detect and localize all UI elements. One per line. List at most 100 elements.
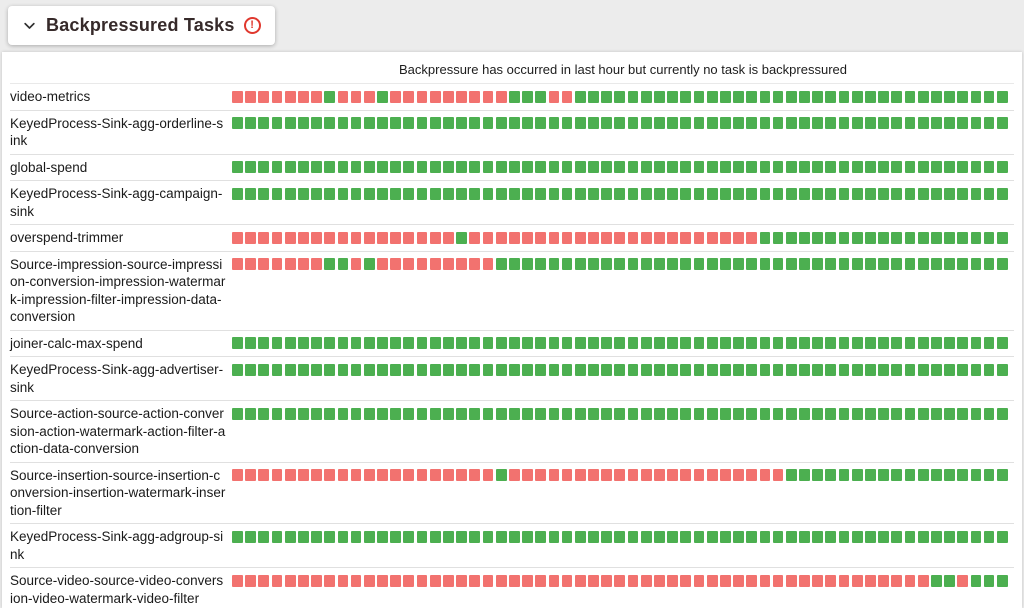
status-cell (878, 407, 889, 420)
status-cell (350, 469, 362, 481)
status-cell (245, 337, 256, 349)
status-cell (851, 469, 863, 481)
status-cell (548, 161, 560, 173)
status-cell (917, 161, 929, 173)
status-cell (957, 469, 969, 481)
status-cell (680, 574, 692, 587)
status-cell (733, 337, 744, 349)
status-cell (574, 231, 586, 244)
status-cell (996, 407, 1008, 420)
status-cell (693, 363, 705, 376)
status-cell (508, 363, 520, 376)
status-cell (904, 363, 916, 376)
status-cell (311, 337, 322, 349)
status-cell (561, 530, 573, 543)
status-cell (878, 469, 889, 481)
status-cell (456, 407, 467, 420)
status-cell (746, 90, 758, 103)
status-strip (232, 88, 1014, 103)
status-cell (377, 258, 388, 270)
status-cell (812, 337, 824, 349)
status-cell (363, 407, 375, 420)
status-cell (284, 117, 296, 129)
status-cell (667, 363, 678, 376)
status-cell (350, 258, 362, 270)
status-cell (654, 90, 665, 103)
status-cell (706, 117, 718, 129)
status-cell (443, 574, 454, 587)
status-cell (654, 231, 665, 244)
status-cell (574, 161, 586, 173)
status-cell (851, 161, 863, 173)
status-cell (944, 337, 955, 349)
status-cell (667, 231, 678, 244)
status-cell (390, 407, 402, 420)
status-cell (891, 187, 903, 200)
status-cell (851, 258, 863, 270)
status-cell (284, 363, 296, 376)
status-cell (508, 337, 520, 349)
task-row: global-spend (10, 155, 1014, 181)
status-cell (865, 530, 876, 543)
status-cell (627, 530, 639, 543)
chevron-down-icon[interactable] (22, 18, 37, 33)
status-cell (719, 337, 731, 349)
status-cell (627, 231, 639, 244)
status-cell (614, 187, 626, 200)
status-cell (508, 469, 520, 481)
status-cell (733, 187, 744, 200)
status-cell (297, 117, 309, 129)
status-message-row: Backpressure has occurred in last hour b… (10, 52, 1014, 83)
status-cell (865, 187, 876, 200)
status-cell (719, 363, 731, 376)
status-cell (403, 90, 415, 103)
status-cell (733, 574, 744, 587)
status-cell (416, 90, 428, 103)
status-cell (522, 161, 533, 173)
status-cell (944, 90, 955, 103)
status-cell (271, 258, 283, 270)
status-cell (416, 231, 428, 244)
status-cell (297, 231, 309, 244)
status-cell (429, 258, 441, 270)
status-cell (363, 337, 375, 349)
task-row: Source-video-source-video-conversion-vid… (10, 568, 1014, 608)
task-row: KeyedProcess-Sink-agg-campaign-sink (10, 181, 1014, 225)
status-cell (904, 117, 916, 129)
task-row: Source-insertion-source-insertion-conver… (10, 463, 1014, 524)
status-cell (904, 530, 916, 543)
status-cell (495, 258, 507, 270)
status-cell (403, 530, 415, 543)
status-cell (232, 258, 243, 270)
status-cell (930, 363, 942, 376)
backpressured-tasks-header[interactable]: Backpressured Tasks (8, 6, 275, 45)
status-cell (535, 407, 547, 420)
status-cell (337, 530, 349, 543)
status-cell (390, 258, 402, 270)
status-cell (574, 337, 586, 349)
status-cell (878, 363, 889, 376)
status-cell (416, 407, 428, 420)
status-cell (284, 337, 296, 349)
status-cell (970, 530, 982, 543)
status-cell (772, 90, 784, 103)
status-cell (930, 90, 942, 103)
status-cell (930, 530, 942, 543)
status-cell (680, 337, 692, 349)
status-cell (719, 161, 731, 173)
status-cell (443, 258, 454, 270)
task-row: KeyedProcess-Sink-agg-orderline-sink (10, 111, 1014, 155)
status-cell (772, 231, 784, 244)
status-cell (429, 574, 441, 587)
status-cell (297, 161, 309, 173)
status-cell (324, 363, 336, 376)
status-cell (733, 469, 744, 481)
error-circle-icon[interactable] (243, 17, 261, 34)
status-cell (983, 117, 995, 129)
status-cell (983, 337, 995, 349)
status-cell (851, 90, 863, 103)
status-cell (640, 231, 652, 244)
status-strip (232, 361, 1014, 376)
status-strip (232, 185, 1014, 200)
status-cell (429, 407, 441, 420)
